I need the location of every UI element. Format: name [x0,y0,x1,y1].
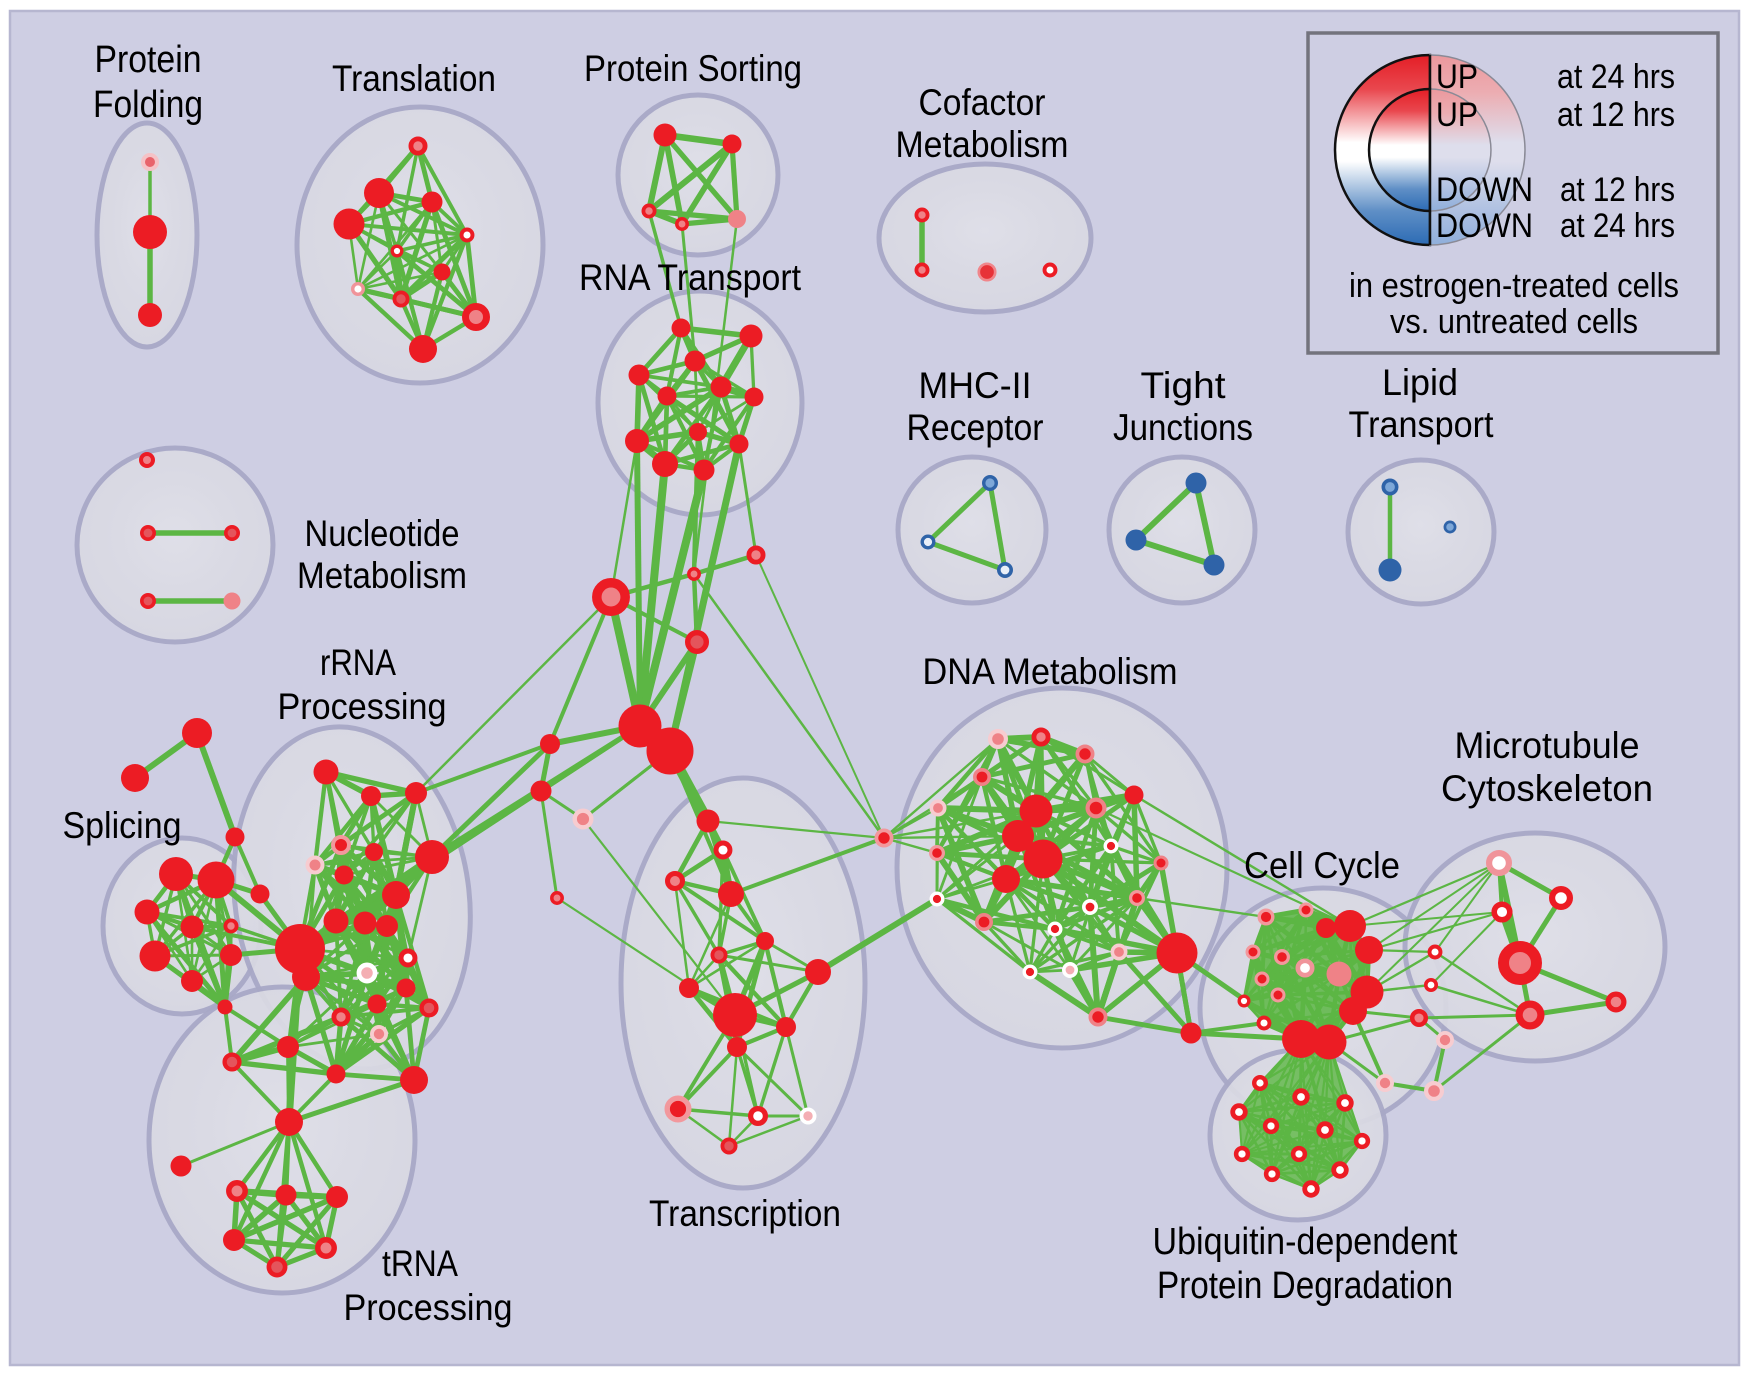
svg-text:at 24 hrs: at 24 hrs [1560,207,1675,245]
svg-text:Processing: Processing [344,1287,513,1328]
svg-text:rRNA: rRNA [320,642,396,683]
svg-text:Tight: Tight [1141,365,1227,406]
svg-text:Processing: Processing [278,686,447,727]
svg-text:Junctions: Junctions [1113,407,1253,448]
svg-text:RNA Transport: RNA Transport [579,257,802,298]
svg-text:tRNA: tRNA [382,1243,458,1284]
svg-text:Cofactor: Cofactor [919,82,1046,123]
svg-text:Transport: Transport [1349,404,1495,445]
svg-text:Protein: Protein [95,39,202,81]
svg-text:Receptor: Receptor [907,407,1044,448]
svg-text:Lipid: Lipid [1382,362,1458,403]
svg-text:Translation: Translation [332,58,496,99]
svg-text:Microtubule: Microtubule [1455,725,1640,766]
svg-text:Cytoskeleton: Cytoskeleton [1441,768,1653,809]
svg-text:Protein Degradation: Protein Degradation [1157,1265,1453,1307]
svg-text:UP: UP [1436,58,1478,96]
svg-text:Cell Cycle: Cell Cycle [1244,845,1400,886]
svg-text:at 24 hrs: at 24 hrs [1557,58,1675,96]
svg-text:Ubiquitin-dependent: Ubiquitin-dependent [1153,1221,1458,1263]
svg-text:in estrogen-treated cells: in estrogen-treated cells [1349,267,1679,305]
svg-text:Metabolism: Metabolism [896,124,1069,165]
svg-text:DOWN: DOWN [1436,171,1533,209]
svg-text:Metabolism: Metabolism [297,555,467,596]
svg-text:at 12 hrs: at 12 hrs [1557,96,1675,134]
svg-text:DOWN: DOWN [1436,207,1533,245]
svg-text:Transcription: Transcription [649,1193,841,1234]
svg-text:Protein Sorting: Protein Sorting [584,48,802,89]
svg-text:Nucleotide: Nucleotide [305,513,460,554]
svg-text:Folding: Folding [93,84,203,126]
svg-text:Splicing: Splicing [63,805,182,846]
svg-text:at 12 hrs: at 12 hrs [1560,171,1675,209]
svg-text:DNA Metabolism: DNA Metabolism [923,651,1178,692]
svg-text:UP: UP [1436,96,1478,134]
svg-text:MHC-II: MHC-II [919,365,1032,406]
svg-text:vs. untreated cells: vs. untreated cells [1390,303,1638,341]
